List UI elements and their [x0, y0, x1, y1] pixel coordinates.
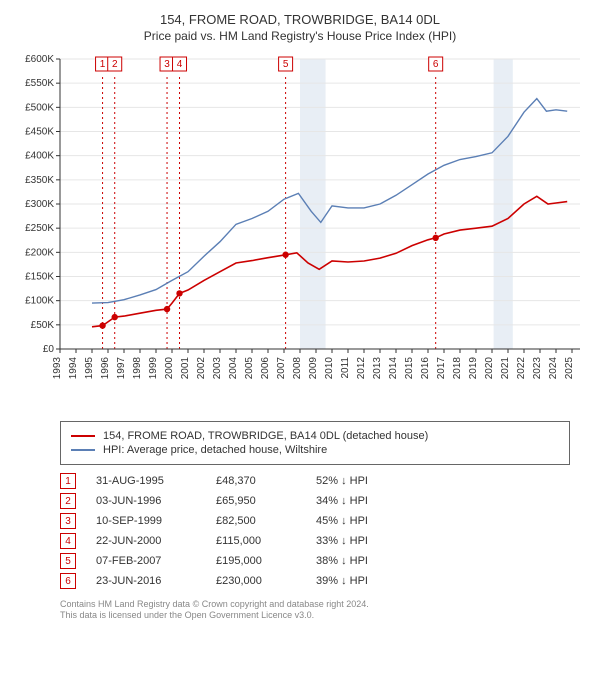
svg-text:2011: 2011: [340, 357, 351, 379]
svg-text:2007: 2007: [276, 357, 287, 380]
svg-text:1994: 1994: [68, 357, 79, 380]
sale-date: 07-FEB-2007: [96, 555, 216, 567]
sale-vs-hpi: 33% ↓ HPI: [316, 535, 436, 547]
svg-text:£50K: £50K: [31, 320, 55, 331]
sale-price: £115,000: [216, 535, 316, 547]
sale-price: £65,950: [216, 495, 316, 507]
sale-row: 1 31-AUG-1995£48,37052% ↓ HPI: [60, 471, 570, 491]
sale-badge: 5: [60, 553, 76, 569]
data-attribution: Contains HM Land Registry data © Crown c…: [60, 599, 570, 622]
chart-title-address: 154, FROME ROAD, TROWBRIDGE, BA14 0DL: [10, 12, 590, 27]
sale-vs-hpi: 38% ↓ HPI: [316, 555, 436, 567]
svg-text:5: 5: [283, 59, 289, 70]
sale-row: 5 07-FEB-2007£195,00038% ↓ HPI: [60, 551, 570, 571]
sale-row: 6 23-JUN-2016£230,00039% ↓ HPI: [60, 571, 570, 591]
svg-text:2005: 2005: [244, 357, 255, 380]
sale-vs-hpi: 52% ↓ HPI: [316, 475, 436, 487]
svg-text:2017: 2017: [436, 357, 447, 380]
svg-text:2010: 2010: [324, 357, 335, 380]
svg-text:£400K: £400K: [25, 151, 54, 162]
price-chart: £0 £50K £100K £150K £200K £250K £300K £350K £400…: [10, 49, 590, 409]
sale-price: £48,370: [216, 475, 316, 487]
svg-text:2004: 2004: [228, 357, 239, 380]
svg-text:4: 4: [177, 59, 183, 70]
sale-vs-hpi: 45% ↓ HPI: [316, 515, 436, 527]
sale-vs-hpi: 39% ↓ HPI: [316, 575, 436, 587]
chart-svg: £0 £50K £100K £150K £200K £250K £300K £350K £400…: [10, 49, 590, 409]
svg-text:£600K: £600K: [25, 54, 54, 65]
svg-text:2008: 2008: [292, 357, 303, 380]
svg-text:£500K: £500K: [25, 102, 54, 113]
legend-swatch: [71, 435, 95, 437]
svg-text:2014: 2014: [388, 357, 399, 380]
svg-text:2002: 2002: [196, 357, 207, 380]
svg-text:£450K: £450K: [25, 127, 54, 138]
svg-text:2000: 2000: [164, 357, 175, 380]
svg-text:2021: 2021: [500, 357, 511, 380]
svg-text:2025: 2025: [564, 357, 575, 380]
attribution-line-2: This data is licensed under the Open Gov…: [60, 610, 570, 621]
legend-label: 154, FROME ROAD, TROWBRIDGE, BA14 0DL (d…: [103, 430, 428, 442]
svg-text:£300K: £300K: [25, 199, 54, 210]
svg-text:3: 3: [164, 59, 170, 70]
svg-text:1993: 1993: [52, 357, 63, 380]
svg-text:2013: 2013: [372, 357, 383, 380]
svg-text:1997: 1997: [116, 357, 127, 380]
svg-text:£250K: £250K: [25, 223, 54, 234]
svg-text:2012: 2012: [356, 357, 367, 380]
sale-price: £230,000: [216, 575, 316, 587]
legend-swatch: [71, 449, 95, 451]
sale-date: 31-AUG-1995: [96, 475, 216, 487]
svg-text:6: 6: [433, 59, 439, 70]
svg-text:2006: 2006: [260, 357, 271, 380]
svg-text:2016: 2016: [420, 357, 431, 380]
svg-text:2023: 2023: [532, 357, 543, 380]
chart-legend: 154, FROME ROAD, TROWBRIDGE, BA14 0DL (d…: [60, 421, 570, 465]
sale-row: 4 22-JUN-2000£115,00033% ↓ HPI: [60, 531, 570, 551]
sale-price: £195,000: [216, 555, 316, 567]
svg-text:£150K: £150K: [25, 272, 54, 283]
sale-badge: 2: [60, 493, 76, 509]
sale-badge: 4: [60, 533, 76, 549]
svg-text:£0: £0: [43, 344, 55, 355]
sale-row: 3 10-SEP-1999£82,50045% ↓ HPI: [60, 511, 570, 531]
legend-item: HPI: Average price, detached house, Wilt…: [71, 444, 559, 456]
svg-text:1995: 1995: [84, 357, 95, 380]
svg-text:2019: 2019: [468, 357, 479, 380]
svg-text:1999: 1999: [148, 357, 159, 380]
chart-title-subtitle: Price paid vs. HM Land Registry's House …: [10, 29, 590, 43]
svg-text:2001: 2001: [180, 357, 191, 380]
sale-price: £82,500: [216, 515, 316, 527]
svg-text:2009: 2009: [308, 357, 319, 380]
svg-text:£550K: £550K: [25, 78, 54, 89]
svg-text:2018: 2018: [452, 357, 463, 380]
svg-text:2024: 2024: [548, 357, 559, 380]
sale-row: 2 03-JUN-1996£65,95034% ↓ HPI: [60, 491, 570, 511]
svg-text:£200K: £200K: [25, 247, 54, 258]
svg-text:£350K: £350K: [25, 175, 54, 186]
legend-label: HPI: Average price, detached house, Wilt…: [103, 444, 327, 456]
svg-text:1996: 1996: [100, 357, 111, 380]
legend-item: 154, FROME ROAD, TROWBRIDGE, BA14 0DL (d…: [71, 430, 559, 442]
sale-badge: 6: [60, 573, 76, 589]
sale-badge: 1: [60, 473, 76, 489]
svg-text:2015: 2015: [404, 357, 415, 380]
sale-date: 22-JUN-2000: [96, 535, 216, 547]
sale-date: 10-SEP-1999: [96, 515, 216, 527]
svg-text:2003: 2003: [212, 357, 223, 380]
svg-text:2022: 2022: [516, 357, 527, 380]
sale-date: 23-JUN-2016: [96, 575, 216, 587]
svg-text:1998: 1998: [132, 357, 143, 380]
sale-date: 03-JUN-1996: [96, 495, 216, 507]
svg-text:1: 1: [100, 59, 106, 70]
sale-badge: 3: [60, 513, 76, 529]
svg-text:2020: 2020: [484, 357, 495, 380]
svg-text:2: 2: [112, 59, 118, 70]
sales-table: 1 31-AUG-1995£48,37052% ↓ HPI 2 03-JUN-1996…: [60, 471, 570, 591]
sale-vs-hpi: 34% ↓ HPI: [316, 495, 436, 507]
attribution-line-1: Contains HM Land Registry data © Crown c…: [60, 599, 570, 610]
svg-text:£100K: £100K: [25, 296, 54, 307]
